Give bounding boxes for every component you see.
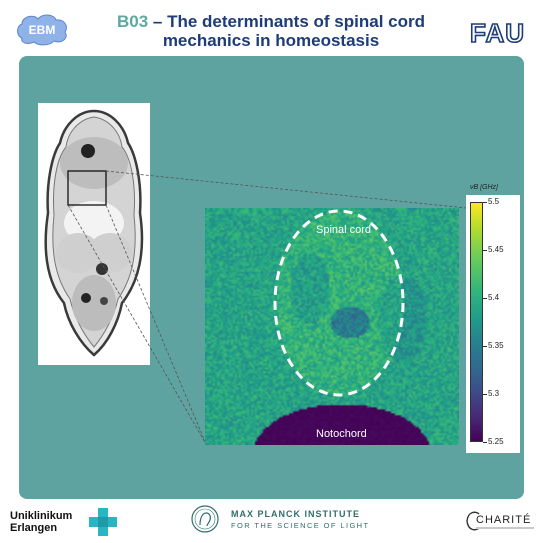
colorbar-tick-label: 5.4: [488, 293, 500, 302]
uniklinikum-line-2: Erlangen: [10, 522, 58, 534]
charite-logo-text: CHARITÉ: [476, 514, 532, 526]
spinal-cord-outline: [273, 209, 405, 397]
colorbar-tick-label: 5.25: [488, 437, 504, 446]
uniklinikum-logo-text: Uniklinikum Erlangen: [10, 510, 72, 534]
max-planck-name: MAX PLANCK INSTITUTE: [231, 509, 360, 519]
header: EBM B03 – The determinants of spinal cor…: [0, 0, 542, 58]
brillouin-heatmap: [205, 208, 459, 445]
max-planck-seal-icon: [191, 505, 219, 533]
fau-logo: FAU: [469, 17, 525, 49]
colorbar-tick: [483, 250, 487, 251]
colorbar-tick-label: 5.3: [488, 389, 500, 398]
uniklinikum-cross-icon: [89, 508, 117, 536]
colorbar-tick-label: 5.5: [488, 197, 500, 206]
title-code: B03: [117, 12, 149, 31]
colorbar-tick-label: 5.45: [488, 245, 504, 254]
charite-subline: [476, 527, 534, 529]
colorbar-unit-label: νB [GHz]: [470, 184, 499, 191]
colorbar-tick: [483, 298, 487, 299]
colorbar-tick: [483, 442, 487, 443]
charite-c-icon: [466, 511, 480, 531]
heatmap-canvas: [205, 208, 459, 445]
uniklinikum-line-1: Uniklinikum: [10, 510, 73, 522]
colorbar: [470, 202, 483, 442]
ebm-logo: EBM: [17, 14, 67, 46]
embryo-image: [44, 109, 144, 357]
colorbar-tick-label: 5.35: [488, 341, 504, 350]
notochord-label: Notochord: [316, 428, 367, 440]
max-planck-subtitle: FOR THE SCIENCE OF LIGHT: [231, 521, 370, 530]
colorbar-tick: [483, 394, 487, 395]
title-line-1: – The determinants of spinal cord: [148, 12, 425, 31]
colorbar-tick: [483, 346, 487, 347]
ebm-logo-text: EBM: [29, 23, 56, 37]
colorbar-tick: [483, 202, 487, 203]
page-title: B03 – The determinants of spinal cord me…: [100, 12, 442, 50]
title-line-2: mechanics in homeostasis: [162, 31, 380, 50]
embryo-micrograph: [38, 103, 150, 365]
spinal-cord-label: Spinal cord: [316, 224, 372, 236]
heatmap-overlay: [273, 209, 405, 397]
